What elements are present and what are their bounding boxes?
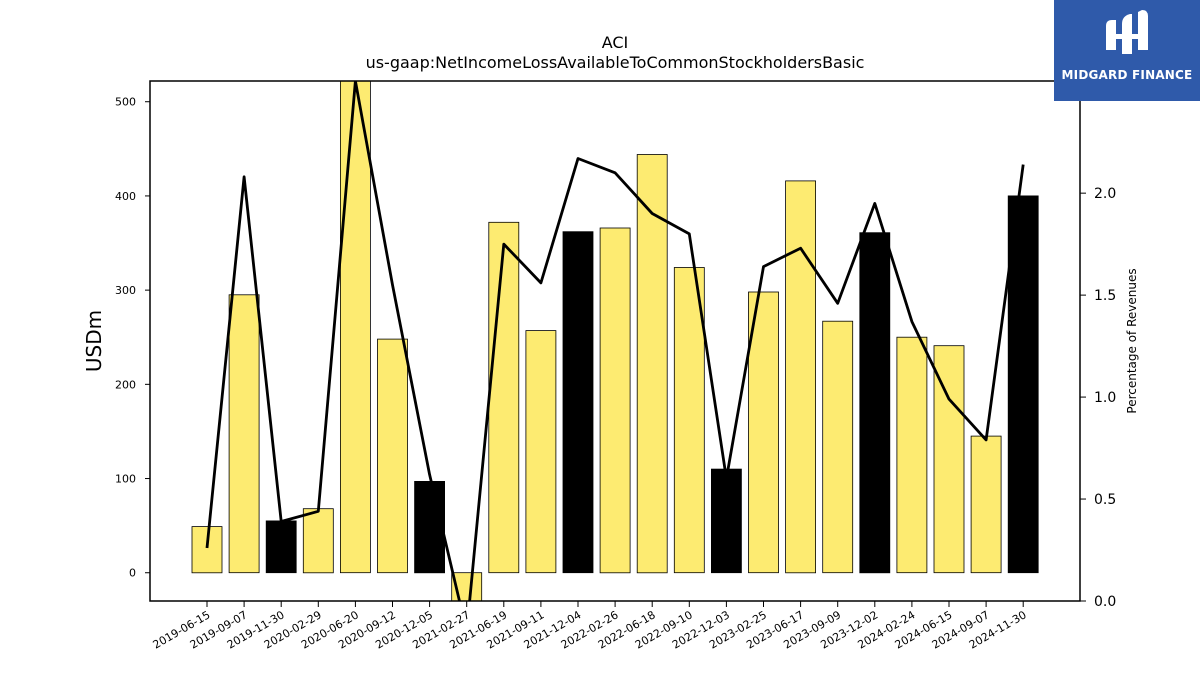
logo-text: MIDGARD FINANCE [1061, 68, 1193, 82]
y-tick-label: 100 [115, 473, 136, 486]
bar [488, 221, 520, 574]
bar [822, 320, 854, 574]
bar [748, 291, 779, 574]
bar [228, 294, 260, 574]
midgard-logo-icon [1106, 10, 1148, 54]
bar [265, 520, 297, 574]
y2-tick-label: 2.0 [1094, 186, 1116, 202]
midgard-finance-logo: MIDGARD FINANCE [1054, 0, 1200, 101]
line-layer [205, 81, 1025, 601]
y2-tick-label: 0.5 [1094, 492, 1116, 508]
y2-tick-label: 0.0 [1094, 594, 1116, 610]
bar [859, 232, 891, 574]
bar [785, 180, 816, 574]
y-axis-label: USDm [82, 310, 106, 372]
y-tick-label: 500 [115, 96, 136, 109]
y-tick-label: 0 [129, 567, 136, 580]
bar [896, 336, 928, 574]
bar [302, 508, 334, 574]
chart-subtitle: us-gaap:NetIncomeLossAvailableToCommonSt… [366, 53, 865, 72]
bar [525, 330, 557, 574]
y-tick-label: 400 [115, 190, 136, 203]
percentage-line [205, 81, 1025, 601]
bar [673, 267, 705, 574]
bar [339, 80, 371, 574]
x-axis: 2019-06-152019-09-072019-11-302020-02-29… [151, 601, 1029, 652]
y2-axis-label: Percentage of Revenues [1125, 268, 1139, 413]
y2-axis: 0.0 0.5 1.0 1.5 2.0 [1080, 186, 1116, 610]
bar [562, 231, 594, 574]
bar [970, 435, 1002, 574]
y-tick-label: 300 [115, 284, 136, 297]
y2-tick-label: 1.5 [1094, 288, 1116, 304]
y-tick-label: 200 [115, 378, 136, 391]
y2-tick-label: 1.0 [1094, 390, 1116, 406]
bar [377, 338, 408, 574]
bar [414, 480, 446, 574]
bars-layer [191, 80, 1039, 602]
bar [1007, 195, 1039, 574]
bar [933, 345, 965, 574]
bar [636, 154, 668, 574]
bar [599, 227, 631, 574]
bar [711, 468, 742, 574]
bar [191, 526, 223, 574]
chart-title: ACI [602, 33, 629, 52]
y-axis: 0 100 200 300 400 500 [115, 96, 150, 580]
